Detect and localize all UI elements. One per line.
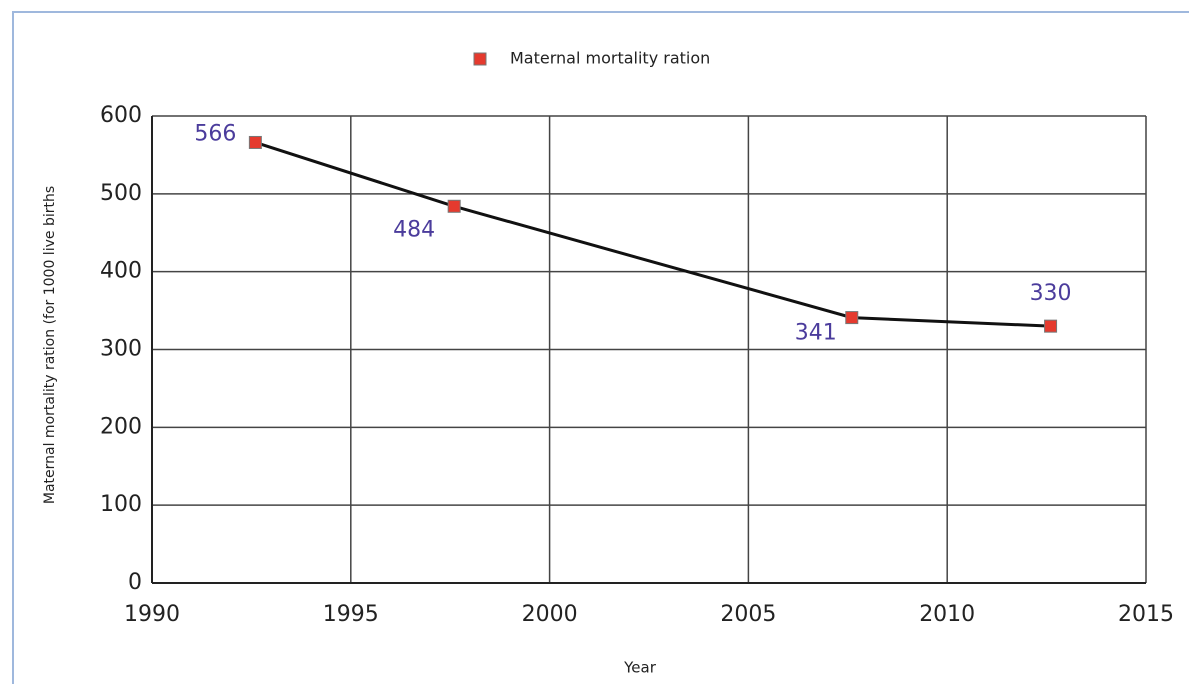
y-tick-label: 300 xyxy=(100,337,142,362)
y-axis-label: Maternal mortality ration (for 1000 live… xyxy=(42,186,58,504)
y-tick-label: 100 xyxy=(100,492,142,517)
x-tick-label: 1995 xyxy=(323,602,379,627)
x-tick-label: 2010 xyxy=(919,602,975,627)
data-point xyxy=(447,199,461,213)
y-tick-label: 0 xyxy=(128,570,142,595)
data-point xyxy=(248,135,262,149)
x-tick-label: 2005 xyxy=(720,602,776,627)
y-tick-label: 400 xyxy=(100,259,142,284)
y-tick-label: 600 xyxy=(100,103,142,128)
data-point xyxy=(1044,319,1058,333)
data-label: 484 xyxy=(393,217,435,242)
data-label: 330 xyxy=(1030,281,1072,306)
frame xyxy=(12,11,1189,684)
x-tick-label: 2000 xyxy=(522,602,578,627)
data-label: 341 xyxy=(795,321,837,346)
x-tick-label: 1990 xyxy=(124,602,180,627)
y-tick-label: 200 xyxy=(100,414,142,439)
x-axis-label: Year xyxy=(623,659,657,677)
y-tick-label: 500 xyxy=(100,181,142,206)
x-tick-label: 2015 xyxy=(1118,602,1174,627)
data-line xyxy=(254,141,1051,328)
data-point xyxy=(845,311,859,325)
legend-label: Maternal mortality ration xyxy=(510,49,710,68)
data-label: 566 xyxy=(194,121,236,146)
legend-marker xyxy=(473,52,487,66)
